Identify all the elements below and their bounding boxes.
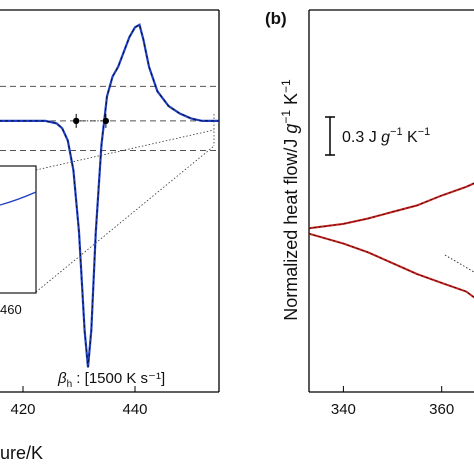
- panel-a-markers: [73, 113, 110, 128]
- x-tick-label: 440: [122, 401, 147, 418]
- series-line-upper: [308, 182, 474, 230]
- zoom-guide-upper: [35, 129, 215, 171]
- x-tick-label: 360: [429, 401, 454, 418]
- panel-a-x-axis-label: ure/K: [0, 443, 43, 463]
- panel-b-label: (b): [265, 9, 287, 28]
- beta-subscript: h: [67, 379, 73, 390]
- series-fit-dashed: [308, 233, 474, 298]
- zoom-guide-lower: [35, 145, 215, 293]
- panel-a-inset-curve: [0, 191, 37, 206]
- panel-a-dashed-lines: [0, 85, 219, 151]
- panel-b-y-axis-label: Normalized heat flow/J g−1 K−1: [279, 79, 301, 321]
- panel-b-series: [308, 182, 474, 299]
- panel-b: (b) Normalized heat flow/J g−1 K−1 0.3 J…: [265, 9, 474, 418]
- panel-a-annotation: βh : [1500 K s⁻¹]: [57, 370, 165, 390]
- panel-a-inset-frame: [0, 165, 37, 294]
- panel-a-inset-tick-label: 460: [0, 302, 22, 317]
- annotation-rate: [1500 K s⁻¹]: [85, 370, 165, 387]
- series-fit-dashed: [308, 183, 474, 229]
- x-tick-label: 340: [331, 401, 356, 418]
- panel-a-x-ticks: 420 440: [10, 386, 148, 418]
- beta-symbol: β: [57, 370, 67, 387]
- panel-a-zoom-guides: [35, 114, 215, 293]
- x-tick-label: 420: [10, 401, 35, 418]
- panel-b-fit-dotted: [444, 254, 474, 273]
- panel-b-x-ticks: 340 360: [331, 386, 454, 418]
- annotation-colon: :: [72, 370, 85, 387]
- scale-bar: 0.3 J g−1 K−1: [325, 116, 430, 156]
- panel-a: 460 420 440 βh : [1500 K s⁻¹] ure/K: [0, 9, 220, 463]
- series-line-lower: [308, 232, 474, 299]
- scale-bar-label: 0.3 J g−1 K−1: [342, 126, 430, 146]
